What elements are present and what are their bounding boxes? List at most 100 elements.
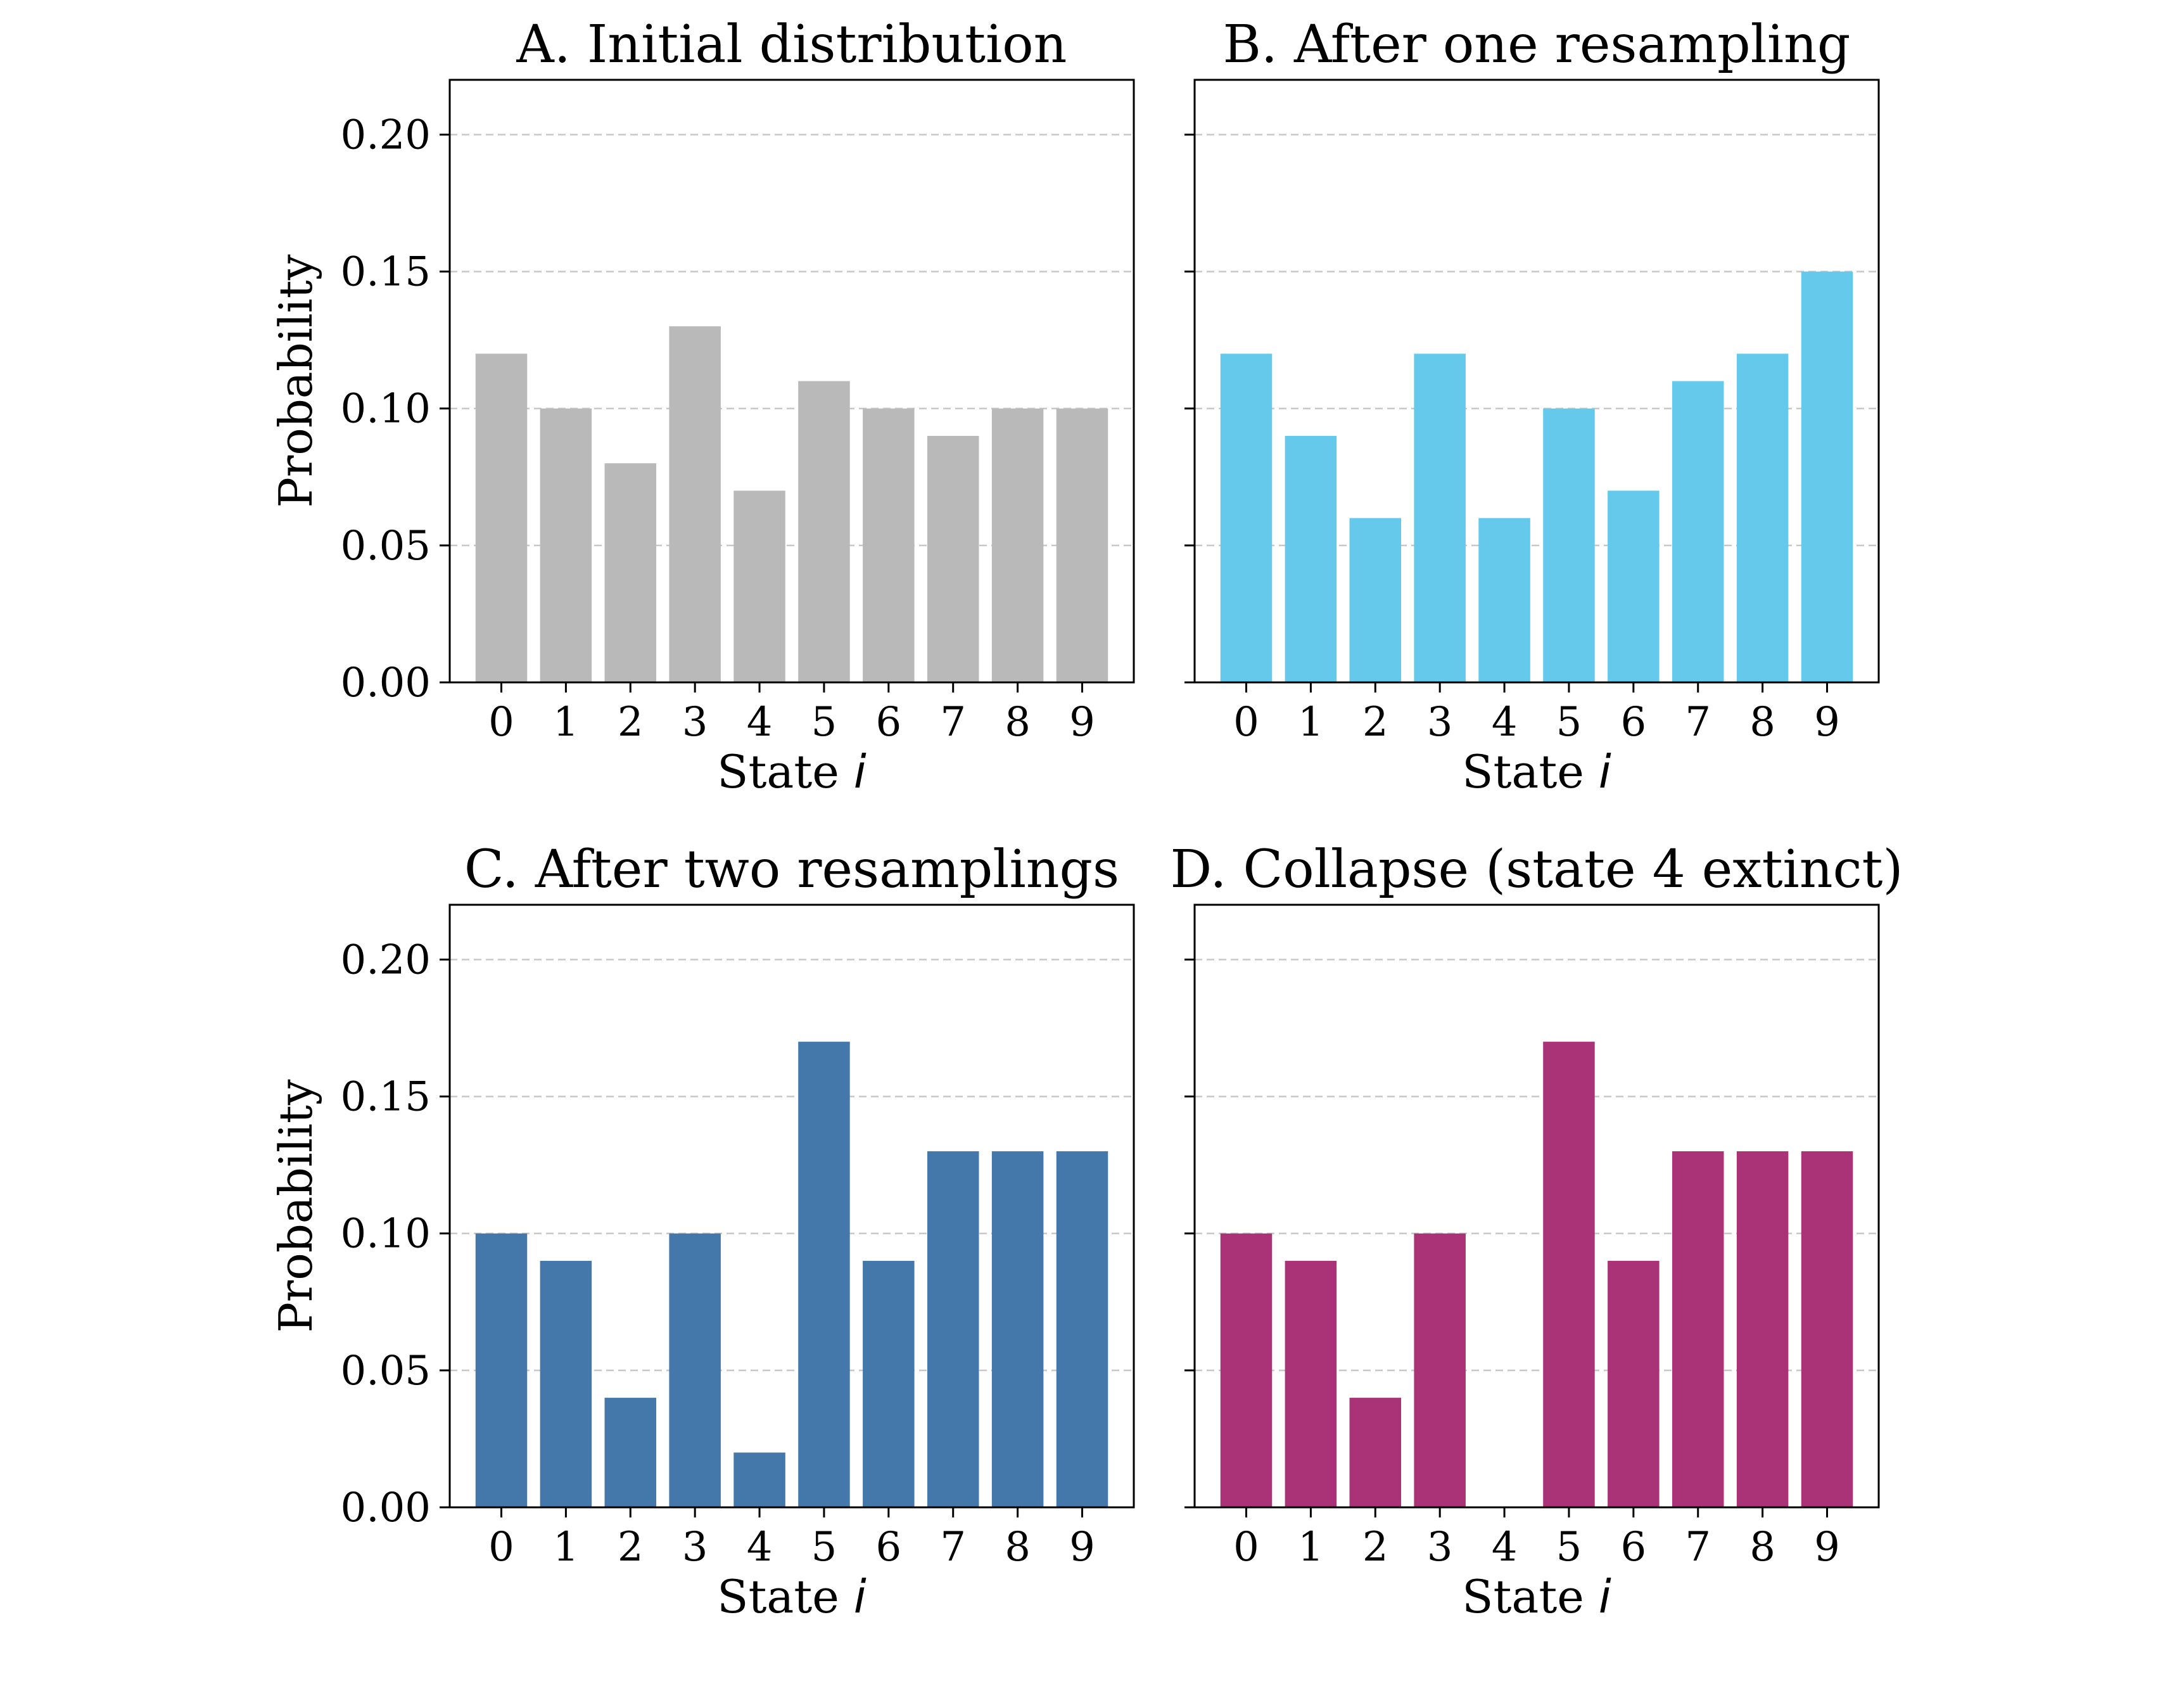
- x-tick-label: 3: [1427, 699, 1453, 746]
- x-tick-label: 0: [488, 1524, 514, 1571]
- x-tick-label: 2: [618, 1524, 644, 1571]
- bar-state-3: [669, 1233, 721, 1507]
- y-tick-label: 0.15: [341, 1074, 431, 1121]
- x-tick-label: 5: [1556, 699, 1582, 746]
- x-tick-label: 4: [1492, 699, 1518, 746]
- subplot-title: A. Initial distribution: [516, 15, 1067, 75]
- x-tick-label: 4: [1492, 1524, 1518, 1571]
- bar-state-4: [733, 1452, 785, 1507]
- x-tick-label: 1: [553, 699, 579, 746]
- y-axis-label: Probability: [269, 1079, 322, 1332]
- x-axis-label: State i: [1462, 1570, 1611, 1623]
- bar-state-5: [798, 381, 850, 682]
- bar-state-3: [1414, 1233, 1466, 1507]
- bar-state-2: [604, 463, 657, 682]
- x-tick-label: 4: [747, 1524, 773, 1571]
- x-tick-label: 7: [1685, 699, 1711, 746]
- bar-state-8: [1736, 1151, 1789, 1507]
- x-tick-label: 2: [618, 699, 644, 746]
- x-tick-label: 2: [1362, 1524, 1388, 1571]
- subplot-b: 0 1 2 3 4 5 6 7 8 9 B. After one resampling State i: [1184, 15, 1880, 798]
- bar-state-6: [1608, 490, 1660, 682]
- x-tick-label: 8: [1749, 1524, 1775, 1571]
- x-tick-label: 1: [1298, 1524, 1324, 1571]
- x-tick-label: 3: [682, 1524, 708, 1571]
- y-tick-label: 0.15: [341, 249, 431, 296]
- y-tick-label: 0.10: [341, 1211, 431, 1258]
- subplot-d: 0 1 2 3 4 5 6 7 8 9 D. Collapse (state 4 extinct) S…: [1171, 840, 1903, 1623]
- x-axis-label: State i: [717, 1570, 867, 1623]
- axes-frame: [448, 904, 1135, 1509]
- bar-state-9: [1056, 408, 1108, 682]
- subplot-title: C. After two resamplings: [464, 840, 1119, 900]
- x-tick-label: 9: [1814, 699, 1840, 746]
- x-tick-label: 9: [1069, 699, 1095, 746]
- x-tick-label: 7: [1685, 1524, 1711, 1571]
- bar-state-2: [1349, 518, 1402, 682]
- x-tick-label: 5: [811, 1524, 837, 1571]
- bar-state-8: [991, 1151, 1044, 1507]
- x-tick-label: 8: [1005, 1524, 1031, 1571]
- bar-state-9: [1801, 271, 1853, 682]
- x-axis-label: State i: [717, 745, 867, 798]
- bar-state-9: [1056, 1151, 1108, 1507]
- y-tick-label: 0.20: [341, 112, 431, 158]
- bar-state-1: [540, 408, 592, 682]
- x-tick-label: 7: [940, 699, 966, 746]
- y-tick-label: 0.00: [341, 660, 431, 706]
- bar-state-8: [991, 408, 1044, 682]
- axes-frame: [1193, 904, 1880, 1509]
- x-tick-label: 9: [1069, 1524, 1095, 1571]
- x-tick-label: 0: [488, 699, 514, 746]
- bar-state-5: [1543, 408, 1595, 682]
- x-tick-label: 6: [875, 699, 901, 746]
- x-tick-label: 0: [1233, 699, 1259, 746]
- x-tick-label: 5: [811, 699, 837, 746]
- x-axis-label: State i: [1462, 745, 1611, 798]
- y-axis-label: Probability: [269, 254, 322, 508]
- x-tick-label: 3: [1427, 1524, 1453, 1571]
- x-tick-label: 6: [875, 1524, 901, 1571]
- x-tick-label: 1: [1298, 699, 1324, 746]
- y-tick-label: 0.20: [341, 936, 431, 983]
- bar-state-5: [798, 1042, 850, 1507]
- y-tick-label: 0.00: [341, 1485, 431, 1531]
- bar-state-7: [1672, 381, 1724, 682]
- bar-state-6: [863, 408, 915, 682]
- bar-state-0: [1220, 1233, 1273, 1507]
- x-tick-label: 9: [1814, 1524, 1840, 1571]
- bar-state-7: [1672, 1151, 1724, 1507]
- y-tick-label: 0.10: [341, 386, 431, 433]
- x-tick-label: 6: [1620, 699, 1646, 746]
- axes-frame: [448, 79, 1135, 684]
- bar-state-1: [540, 1260, 592, 1507]
- bar-state-0: [475, 1233, 528, 1507]
- subplot-title: D. Collapse (state 4 extinct): [1171, 840, 1903, 900]
- x-tick-label: 4: [747, 699, 773, 746]
- y-tick-label: 0.05: [341, 523, 431, 570]
- x-tick-label: 8: [1005, 699, 1031, 746]
- x-tick-label: 6: [1620, 1524, 1646, 1571]
- x-tick-label: 0: [1233, 1524, 1259, 1571]
- bar-state-1: [1285, 1260, 1337, 1507]
- bar-state-3: [1414, 354, 1466, 682]
- x-tick-label: 1: [553, 1524, 579, 1571]
- bar-state-3: [669, 326, 721, 682]
- bar-state-1: [1285, 435, 1337, 682]
- x-tick-label: 8: [1749, 699, 1775, 746]
- bar-state-7: [927, 1151, 979, 1507]
- x-tick-label: 5: [1556, 1524, 1582, 1571]
- bar-state-0: [1220, 354, 1273, 682]
- x-tick-label: 7: [940, 1524, 966, 1571]
- y-tick-label: 0.05: [341, 1348, 431, 1395]
- bar-state-9: [1801, 1151, 1853, 1507]
- bar-state-5: [1543, 1042, 1595, 1507]
- subplot-a: 0.00 0.05 0.10 0.15 0.20 0 1 2 3 4 5 6 7 8 9 A. Initial…: [269, 15, 1135, 798]
- bar-state-6: [1608, 1260, 1660, 1507]
- subplot-title: B. After one resampling: [1223, 15, 1851, 75]
- bar-state-7: [927, 435, 979, 682]
- bar-state-2: [604, 1398, 657, 1507]
- subplot-c: 0.00 0.05 0.10 0.15 0.20 0 1 2 3 4 5 6 7 8 9 C. After t…: [269, 840, 1135, 1623]
